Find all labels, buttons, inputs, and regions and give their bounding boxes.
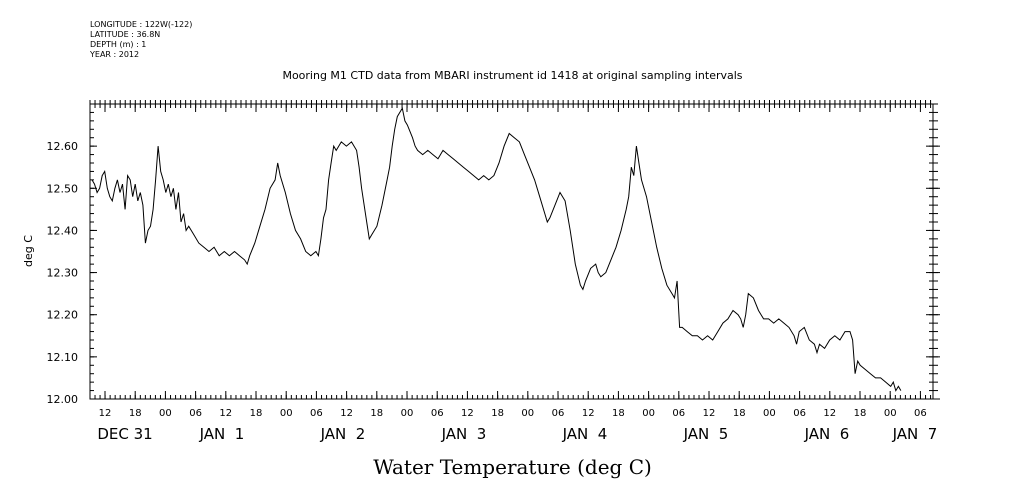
x-hour-label: 18 xyxy=(491,408,504,419)
x-hour-label: 00 xyxy=(884,408,897,419)
metadata-block: LONGITUDE : 122W(-122) LATITUDE : 36.8N … xyxy=(90,20,192,60)
y-tick-label: 12.30 xyxy=(47,267,79,280)
x-hour-label: 18 xyxy=(733,408,746,419)
x-hour-label: 06 xyxy=(431,408,444,419)
x-hour-label: 12 xyxy=(703,408,716,419)
y-tick-label: 12.60 xyxy=(47,140,79,153)
x-axis-title: Water Temperature (deg C) xyxy=(373,455,652,479)
x-day-label: DEC 31 xyxy=(97,425,152,443)
y-tick-label: 12.00 xyxy=(47,393,79,406)
x-hour-label: 12 xyxy=(823,408,836,419)
plot-frame xyxy=(89,103,934,400)
x-hour-label: 18 xyxy=(250,408,263,419)
longitude-label: LONGITUDE : 122W(-122) xyxy=(90,20,193,29)
y-tick-label: 12.20 xyxy=(47,309,79,322)
y-tick-label: 12.10 xyxy=(47,351,79,364)
year-label: YEAR : 2012 xyxy=(90,50,140,59)
x-day-label: JAN 3 xyxy=(441,425,487,443)
x-hour-label: 18 xyxy=(370,408,383,419)
x-day-label: JAN 7 xyxy=(892,425,938,443)
y-tick-label: 12.40 xyxy=(47,224,79,237)
x-hour-label: 06 xyxy=(914,408,927,419)
x-day-label: JAN 2 xyxy=(320,425,366,443)
x-hour-label: 00 xyxy=(401,408,414,419)
chart-title: Mooring M1 CTD data from MBARI instrumen… xyxy=(282,69,743,82)
x-hour-label: 00 xyxy=(642,408,655,419)
x-hour-label: 06 xyxy=(310,408,323,419)
x-day-label: JAN 1 xyxy=(199,425,245,443)
x-hour-label: 06 xyxy=(672,408,685,419)
x-hour-label: 12 xyxy=(582,408,595,419)
x-hour-label: 06 xyxy=(793,408,806,419)
depth-label: DEPTH (m) : 1 xyxy=(90,40,147,49)
x-hour-label: 18 xyxy=(854,408,867,419)
x-hour-label: 12 xyxy=(340,408,353,419)
x-hour-label: 12 xyxy=(461,408,474,419)
x-hour-label: 00 xyxy=(763,408,776,419)
x-hour-label: 00 xyxy=(521,408,534,419)
x-day-label: JAN 6 xyxy=(804,425,850,443)
x-day-label: JAN 5 xyxy=(683,425,729,443)
x-hour-label: 06 xyxy=(552,408,565,419)
x-hour-label: 00 xyxy=(280,408,293,419)
latitude-label: LATITUDE : 36.8N xyxy=(90,30,161,39)
x-hour-label: 18 xyxy=(612,408,625,419)
temperature-series-line xyxy=(91,106,902,392)
x-hour-label: 18 xyxy=(129,408,142,419)
x-hour-label: 06 xyxy=(189,408,202,419)
y-tick-label: 12.50 xyxy=(47,182,79,195)
x-hour-label: 12 xyxy=(219,408,232,419)
x-hour-label: 00 xyxy=(159,408,172,419)
x-day-label: JAN 4 xyxy=(562,425,608,443)
y-axis-label: deg C xyxy=(22,235,35,267)
x-hour-label: 12 xyxy=(99,408,112,419)
